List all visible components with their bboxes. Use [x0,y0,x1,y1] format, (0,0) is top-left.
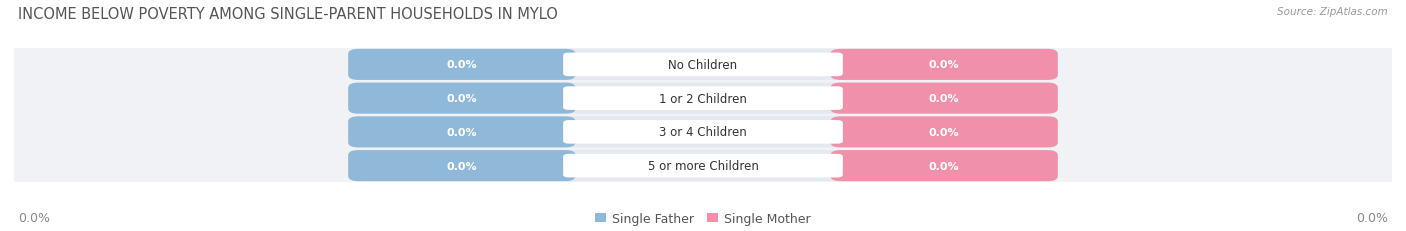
FancyBboxPatch shape [831,117,1057,148]
FancyBboxPatch shape [349,50,575,81]
FancyBboxPatch shape [831,150,1057,181]
FancyBboxPatch shape [349,150,575,181]
Text: 0.0%: 0.0% [447,161,477,171]
FancyBboxPatch shape [349,117,575,148]
Text: Source: ZipAtlas.com: Source: ZipAtlas.com [1277,7,1388,17]
FancyBboxPatch shape [831,50,1057,81]
Text: 0.0%: 0.0% [929,94,959,104]
FancyBboxPatch shape [14,48,1392,82]
FancyBboxPatch shape [14,116,1392,149]
Text: 0.0%: 0.0% [18,211,51,224]
FancyBboxPatch shape [349,83,1057,114]
Legend: Single Father, Single Mother: Single Father, Single Mother [595,212,811,225]
FancyBboxPatch shape [564,121,842,144]
Text: 0.0%: 0.0% [929,127,959,137]
FancyBboxPatch shape [349,117,1057,148]
Text: 5 or more Children: 5 or more Children [648,159,758,172]
FancyBboxPatch shape [564,154,842,178]
FancyBboxPatch shape [564,53,842,77]
Text: No Children: No Children [668,59,738,72]
FancyBboxPatch shape [14,149,1392,183]
Text: INCOME BELOW POVERTY AMONG SINGLE-PARENT HOUSEHOLDS IN MYLO: INCOME BELOW POVERTY AMONG SINGLE-PARENT… [18,7,558,22]
FancyBboxPatch shape [831,83,1057,114]
Text: 0.0%: 0.0% [929,161,959,171]
Text: 0.0%: 0.0% [447,94,477,104]
FancyBboxPatch shape [349,83,575,114]
Text: 1 or 2 Children: 1 or 2 Children [659,92,747,105]
FancyBboxPatch shape [564,87,842,110]
Text: 0.0%: 0.0% [447,127,477,137]
Text: 0.0%: 0.0% [929,60,959,70]
FancyBboxPatch shape [349,50,1057,81]
Text: 3 or 4 Children: 3 or 4 Children [659,126,747,139]
FancyBboxPatch shape [349,150,1057,181]
FancyBboxPatch shape [14,82,1392,116]
Text: 0.0%: 0.0% [447,60,477,70]
Text: 0.0%: 0.0% [1355,211,1388,224]
